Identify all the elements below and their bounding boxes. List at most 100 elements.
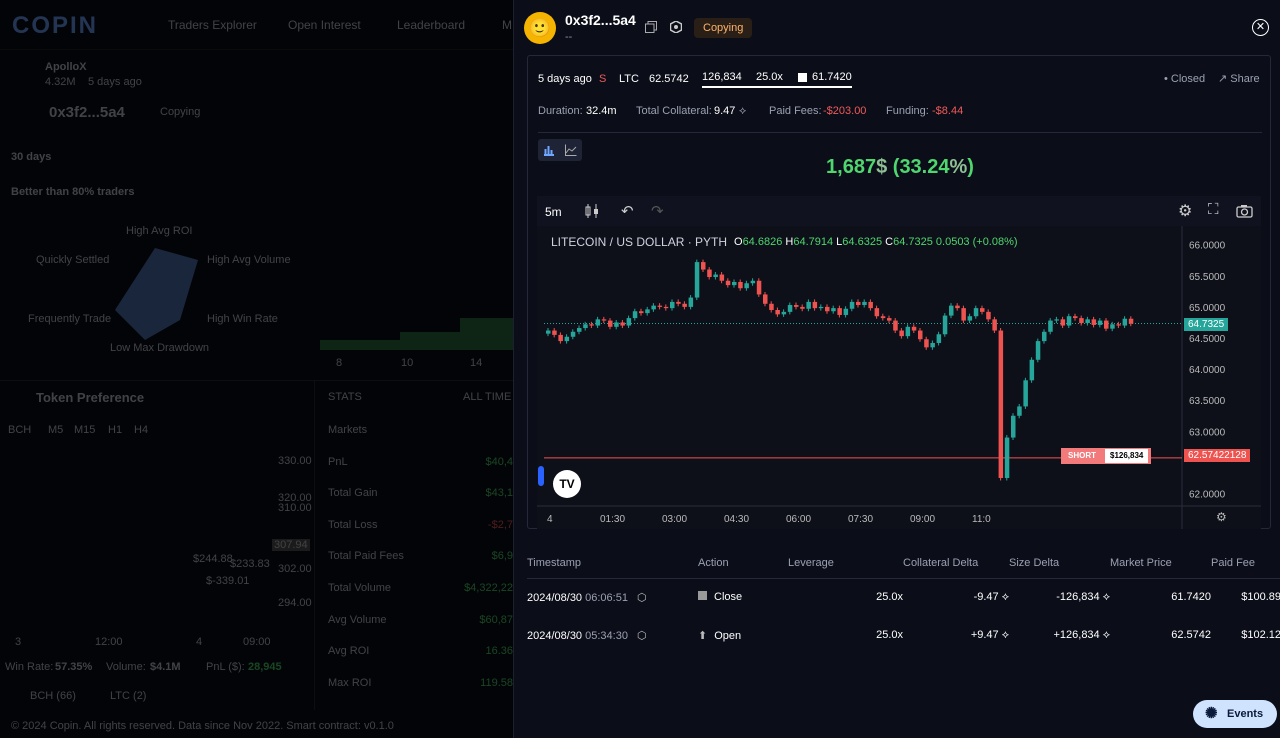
copy-icon[interactable] [645, 21, 657, 33]
table-row[interactable]: 2024/08/30 06:06:51 ⬡ Close 25.0x -9.47 … [527, 578, 1280, 616]
position-entry: 62.5742 [649, 73, 689, 85]
nav-open-interest[interactable]: Open Interest [288, 18, 361, 32]
brand-logo: COPIN [12, 12, 99, 39]
nav-more[interactable]: M [502, 18, 512, 32]
cell-collateral: -9.47 ⟡ [973, 590, 1009, 603]
settings-gear-icon[interactable]: ⚙ [1178, 203, 1193, 220]
events-label: Events [1227, 708, 1264, 720]
protocol-name[interactable]: ApolloX [45, 61, 87, 73]
bar-chart-icon[interactable] [543, 144, 555, 156]
o-value: 64.6826 [742, 236, 783, 248]
candle [986, 311, 991, 320]
tx-link-icon[interactable]: ⬡ [637, 591, 647, 604]
price-chart[interactable]: 66.0000 65.5000 65.0000 64.5000 64.0000 63.50… [537, 226, 1261, 529]
candlestick-chart[interactable]: 66.0000 65.5000 65.0000 64.5000 64.0000 63.50… [537, 226, 1261, 529]
candle [1066, 316, 1072, 326]
candle [837, 308, 842, 315]
better-than-label: Better than 80% traders [11, 186, 135, 198]
mini-interval[interactable]: M15 [74, 424, 96, 436]
close-icon[interactable]: ✕ [1252, 19, 1269, 36]
tx-link-icon[interactable]: ⬡ [637, 629, 647, 642]
candle [663, 306, 669, 309]
stat-label: Avg Volume [328, 613, 387, 626]
redo-icon[interactable]: ↷ [651, 203, 664, 220]
mini-interval[interactable]: M5 [48, 424, 64, 436]
candle [992, 319, 997, 331]
share-button[interactable]: ↗ Share [1218, 73, 1260, 85]
l-value: 64.6325 [842, 236, 883, 248]
candle [998, 330, 1004, 478]
table-row[interactable]: 2024/08/30 05:34:30 ⬡ ⬆ Open 25.0x +9.47 … [527, 616, 1280, 654]
mini-interval[interactable]: BCH [8, 424, 32, 436]
mini-price: 294.00 [278, 597, 312, 609]
candle [1097, 320, 1103, 325]
nav-leaderboard[interactable]: Leaderboard [397, 18, 466, 32]
candle [732, 282, 737, 286]
x-tick-label: 11:0 [972, 514, 991, 525]
pnl-label: PnL ($): [206, 661, 245, 673]
th-action: Action [698, 548, 788, 579]
trader-subtitle: -- [565, 31, 573, 43]
candle [632, 311, 638, 319]
candle [1048, 320, 1053, 332]
candle [825, 306, 830, 312]
mini-xtick: 4 [196, 636, 203, 648]
mini-interval[interactable]: H4 [134, 424, 149, 436]
stat-value: 16.36 [485, 645, 513, 658]
token-chip-ltc[interactable]: LTC (2) [110, 690, 146, 702]
position-card: 5 days ago S LTC 62.5742 126,834 25.0x 6… [527, 55, 1271, 529]
stat-value: $6,9 [491, 550, 513, 563]
period-select[interactable]: 30 days [11, 151, 52, 163]
mini-label: $244.88 [193, 553, 233, 565]
line-chart-icon[interactable] [565, 144, 577, 156]
candle [1079, 318, 1084, 324]
candle [651, 305, 656, 310]
chart-toolbar: 5m ↶ ↷ ⚙ ⛶ [537, 196, 1261, 226]
c-value: 64.7325 [893, 236, 933, 248]
time-settings-icon[interactable]: ⚙ [1216, 510, 1227, 524]
candle [918, 330, 923, 340]
pnl-currency: $ [876, 156, 888, 178]
win-rate-label: Win Rate: [5, 661, 54, 673]
area-tick: 10 [401, 357, 414, 369]
token-chip-name: BCH [30, 690, 54, 702]
volume-value: $4.1M [150, 661, 181, 673]
th-collateral: Collateral Delta [903, 548, 1009, 579]
tradingview-logo: TV [553, 470, 581, 498]
y-tick-label: 66.0000 [1189, 241, 1226, 252]
all-time-select[interactable]: ALL TIME [463, 391, 512, 403]
interval-select[interactable]: 5m [545, 205, 562, 219]
candle [1054, 319, 1059, 321]
cell-fee: $102.12 [1241, 629, 1280, 641]
copying-badge[interactable]: Copying [694, 18, 753, 38]
token-chip-bch[interactable]: BCH (66) [30, 690, 76, 702]
mini-price: 310.00 [278, 502, 312, 514]
undo-icon[interactable]: ↶ [621, 203, 634, 220]
fullscreen-icon[interactable]: ⛶ [1208, 201, 1219, 218]
candle [1035, 341, 1041, 360]
h-label: H [785, 236, 794, 248]
camera-icon[interactable] [1236, 204, 1253, 218]
token-icon: ⟡ [739, 105, 747, 117]
events-button[interactable]: ✺ Events [1193, 700, 1277, 728]
candle [601, 319, 607, 321]
candles-icon[interactable] [585, 203, 599, 219]
candle [911, 326, 917, 331]
mini-interval[interactable]: H1 [108, 424, 123, 436]
stats-tab[interactable]: STATS [328, 391, 362, 403]
candle [893, 320, 898, 331]
scroll-handle[interactable] [538, 466, 544, 486]
h-value: 64.7914 [793, 236, 834, 248]
liq-marker-icon [798, 73, 807, 82]
candle [583, 324, 588, 329]
protocol-icon[interactable] [670, 21, 682, 33]
bg-copy-label[interactable]: Copying [160, 106, 201, 118]
status-closed: • Closed [1164, 73, 1206, 85]
nav-traders-explorer[interactable]: Traders Explorer [168, 18, 257, 32]
x-tick-label: 4 [547, 514, 553, 525]
candle [1023, 380, 1028, 407]
cell-size: +126,834 ⟡ [1053, 628, 1110, 641]
candle [1073, 316, 1078, 319]
token-chip-count: (66) [56, 690, 76, 702]
stat-label: Avg ROI [328, 645, 370, 658]
